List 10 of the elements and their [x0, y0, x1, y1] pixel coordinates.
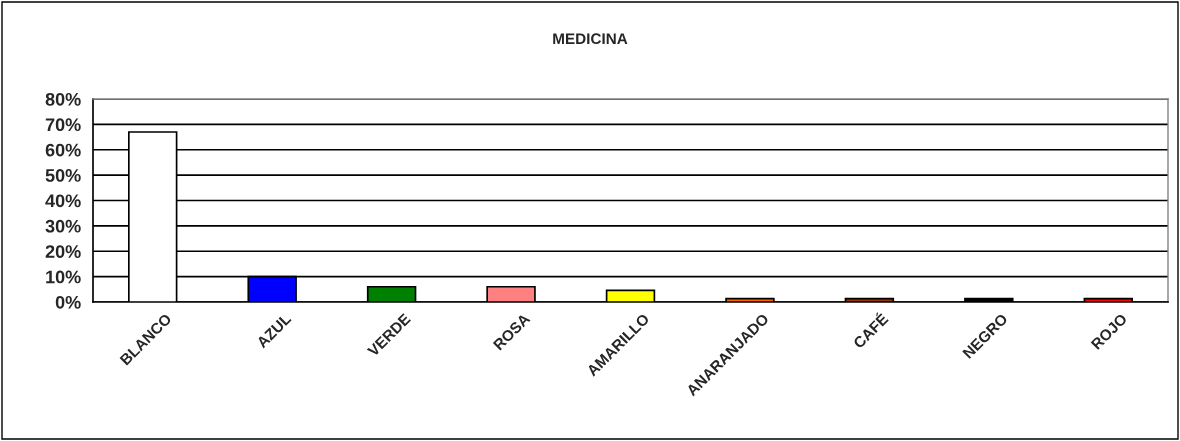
y-tick-label: 10% [46, 270, 81, 284]
y-tick-label: 60% [45, 143, 81, 157]
chart-title: MEDICINA [553, 33, 628, 45]
y-tick-label: 30% [45, 219, 81, 233]
y-tick-label: 80% [45, 92, 81, 106]
y-tick-label: 50% [45, 169, 81, 182]
y-tick-label: 20% [45, 245, 81, 258]
y-tick-label: 0% [55, 295, 81, 309]
y-tick-label: 70% [45, 118, 81, 132]
y-tick-label: 40% [45, 194, 81, 208]
